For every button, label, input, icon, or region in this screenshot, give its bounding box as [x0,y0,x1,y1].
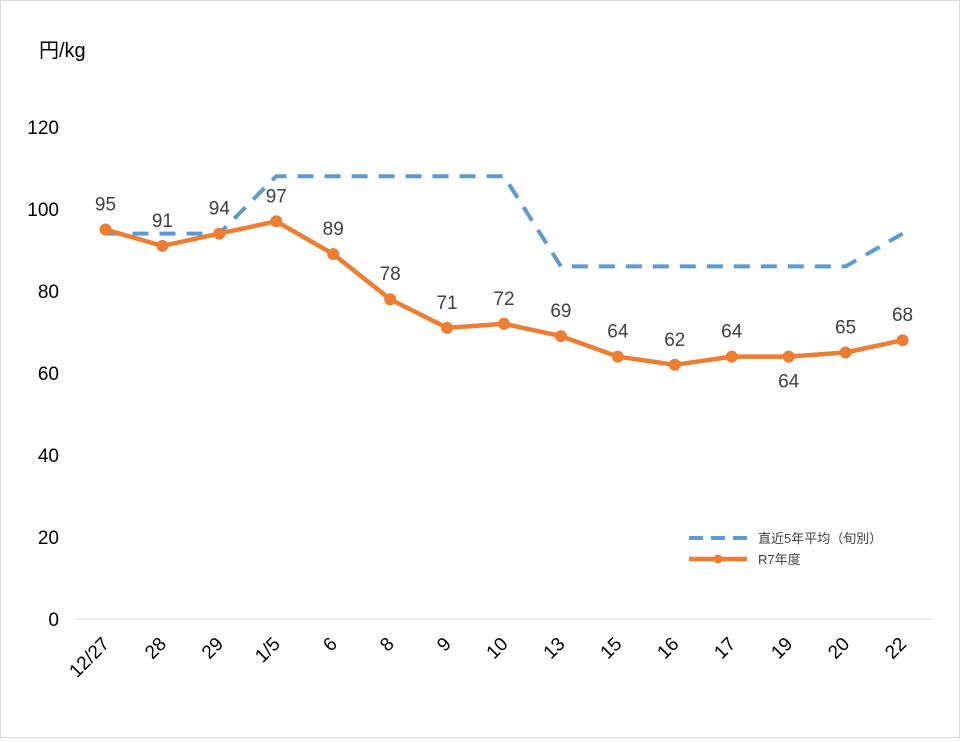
data-label: 64 [721,322,743,343]
data-point-r7 [156,239,169,252]
y-tick-label-80: 80 [38,282,59,303]
data-point-r7 [384,293,397,306]
legend-label-5yr-average: 直近5年平均（旬別） [758,531,882,546]
data-point-r7 [782,350,795,363]
y-unit-label: 円/kg [39,40,86,62]
data-point-r7 [839,346,852,359]
x-tick-label: 19 [767,634,797,664]
x-tick-label: 10 [483,634,513,664]
x-tick-label: 20 [824,634,854,664]
x-tick-label: 29 [198,634,228,664]
x-tick-label: 28 [141,634,171,664]
data-point-r7 [327,248,340,261]
data-point-r7 [441,321,454,334]
x-tick-label: 15 [597,634,627,664]
x-tick-label: 12/27 [66,634,114,682]
x-tick-label: 8 [376,634,398,656]
x-tick-label: 13 [540,634,570,664]
data-point-r7 [213,227,226,240]
data-point-r7 [99,223,112,236]
data-label: 64 [778,372,800,393]
y-tick-label-100: 100 [27,200,59,221]
y-tick-label-40: 40 [38,446,59,467]
series-line-5yr-average [105,174,904,269]
y-tick-label-20: 20 [38,528,59,549]
y-tick-label-60: 60 [38,364,59,385]
x-tick-label: 9 [433,634,455,656]
y-tick-label-120: 120 [27,118,59,139]
data-label: 68 [892,305,913,326]
data-label: 91 [152,211,173,232]
data-labels: 95 91 94 97 89 78 71 72 69 64 62 64 64 65 68 [95,186,913,392]
data-label: 72 [493,289,514,310]
data-point-r7 [498,317,510,330]
y-tick-label-0: 0 [48,610,59,631]
y-axis-ticks: 0 20 40 60 80 100 120 [27,118,59,631]
series-5yr-average [105,174,904,269]
data-point-r7 [725,350,738,363]
data-label: 78 [380,264,401,285]
data-label: 94 [209,199,231,220]
data-label: 95 [95,195,116,216]
series-r7 [99,215,909,371]
x-tick-label: 1/5 [251,634,285,668]
data-point-r7 [554,330,567,343]
x-axis-ticks: 12/27 28 29 1/5 6 8 9 10 13 15 16 17 19 20 22 [66,634,912,682]
data-label: 89 [323,219,344,240]
legend: 直近5年平均（旬別） R7年度 [689,531,882,567]
x-tick-label: 22 [881,634,911,664]
legend-label-r7: R7年度 [758,552,801,567]
data-point-r7 [270,215,283,228]
x-tick-label: 6 [319,634,341,656]
legend-marker-r7 [713,554,723,564]
data-label: 69 [550,301,571,322]
data-label: 71 [436,293,457,314]
data-label: 65 [835,318,856,339]
data-label: 97 [266,186,287,207]
data-label: 62 [664,330,685,351]
x-tick-label: 17 [710,634,740,664]
data-point-r7 [611,350,624,363]
data-point-r7 [668,358,681,371]
data-label: 64 [607,322,629,343]
data-point-r7 [896,334,909,347]
x-tick-label: 16 [654,634,684,664]
